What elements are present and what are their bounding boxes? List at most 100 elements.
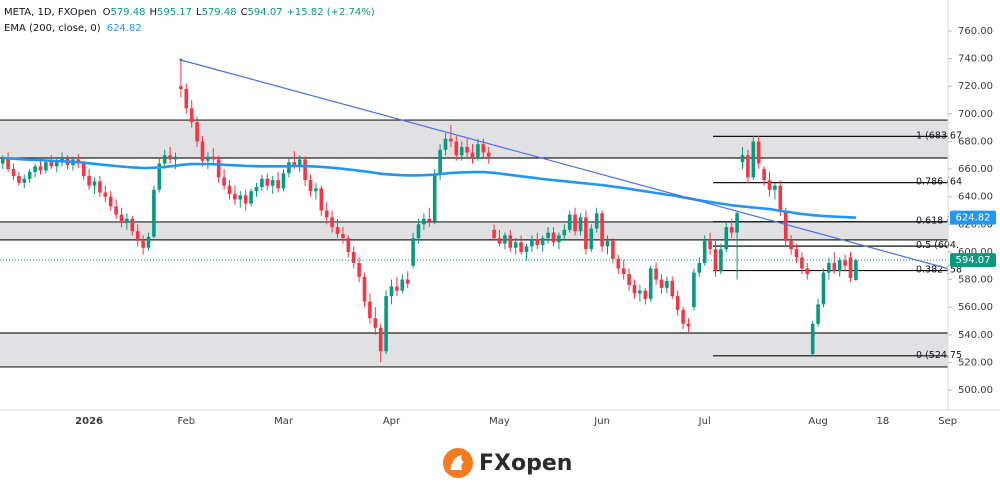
candle-body [400,279,405,291]
candle-body [265,178,270,186]
candle-body [341,233,345,239]
candle-body [6,158,10,170]
candle-body [206,156,210,161]
candle-body [470,152,475,159]
candle-body [794,249,799,258]
candle-body [233,193,237,200]
candle-body [125,218,129,223]
ema-price-box [950,210,996,225]
y-tick-label: 760.00 [958,26,993,37]
candle-body [843,260,847,266]
candle-body [130,218,135,232]
y-tick-label: 500.00 [958,385,993,396]
candle-body [654,268,658,280]
x-tick-label: May [489,416,510,427]
logo-text: FXopen [479,451,572,476]
candle-body [600,213,604,247]
candle-body [422,218,426,225]
candle-body [157,163,162,190]
ohlc-key: H [149,7,157,18]
y-tick-label: 660.00 [958,164,993,175]
candle-body [686,323,691,327]
candle-body [605,240,610,247]
candle-body [373,318,378,328]
candle-body [416,224,421,239]
y-tick-label: 600.00 [958,247,993,258]
candle-body [724,227,729,250]
candle-body [621,268,626,275]
y-tick-label: 700.00 [958,109,993,120]
candle-body [459,146,464,156]
ohlc-key: O [103,7,111,18]
candle-body [368,301,372,319]
candle-body [627,274,631,286]
candle-body [751,141,756,178]
candle-body [303,159,307,181]
x-tick-label: 18 [877,416,890,427]
candle-body [87,175,91,186]
candle-body [638,290,642,294]
candle-body [411,238,415,266]
zone [0,332,948,367]
candle-body [216,159,221,178]
candle-body [827,262,831,273]
candle-body [276,180,280,189]
y-tick-label: 540.00 [958,330,993,341]
ema-line [2,156,856,219]
candle-body [49,162,54,167]
candle-body [378,327,383,352]
candle-body [584,217,588,250]
candle-body [832,262,837,272]
candle-body [524,246,529,252]
candle-body [540,238,545,246]
symbol: META, 1D, FXOpen [4,7,97,18]
candle-body [319,188,324,211]
y-tick-label: 560.00 [958,302,993,313]
y-tick-label: 680.00 [958,136,993,147]
candle-body [848,257,853,279]
candle-body [713,249,718,272]
fib-label: 0.5 (604. [916,240,959,251]
candle-body [179,86,183,89]
candle-body [573,214,577,232]
candle-body [567,214,572,230]
candle-body [810,323,815,355]
logo-glyph [450,455,464,470]
zone [0,120,948,159]
candle-body [335,227,340,234]
candle-body [497,238,502,244]
plot-area: 1 (683.67 0.786 (64 0.618 (62 0.5 (604. 0.38… [0,58,962,368]
candle-body [681,309,685,324]
candle-body [454,141,459,156]
candle-body [611,240,615,259]
candle-body [135,231,140,241]
y-tick-label: 720.00 [958,81,993,92]
y-tick-label: 580.00 [958,275,993,286]
candle-body [692,272,696,308]
candle-body [389,286,394,297]
x-tick-label: Sep [938,416,957,427]
candle-body [108,196,113,207]
candle-body [357,262,361,277]
candle-body [395,286,399,291]
candle-body [173,156,178,160]
candle-body [708,240,712,250]
candle-body [297,159,302,167]
candle-body [362,276,367,302]
fib-label: 1 (683.67 [916,130,962,141]
candle-body [54,160,59,167]
candle-body [557,235,561,243]
candle-body [659,279,664,288]
fib-label: 0 (524.75 [916,350,962,361]
y-tick-label: 640.00 [958,192,993,203]
fib-label: 0.382 (58 [916,265,962,276]
x-tick-label: Feb [177,416,195,427]
zone [0,221,948,240]
candle-body [189,108,194,123]
logo: FXopen [443,448,572,478]
candle-body [81,163,86,176]
candle-body [632,285,637,294]
ema-legend: EMA (200, close, 0) 624.82 [4,23,142,34]
y-tick-label: 620.00 [958,219,993,230]
candle-body [735,213,739,233]
